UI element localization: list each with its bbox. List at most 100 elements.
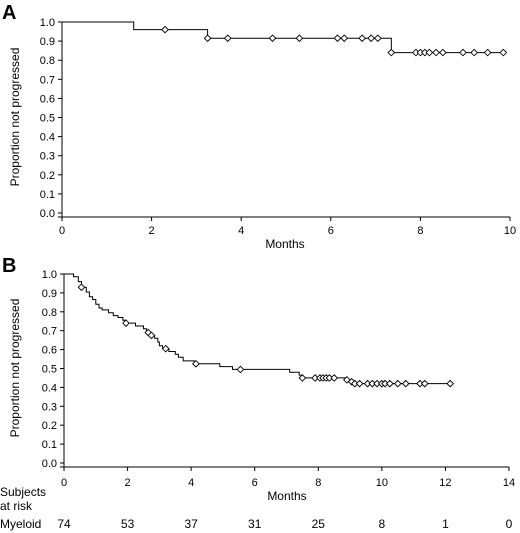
censor-mark xyxy=(355,379,364,388)
km-step-line xyxy=(62,21,504,54)
y-tick-label: 0.7 xyxy=(42,326,57,338)
censor-mark xyxy=(295,34,304,43)
censor-mark xyxy=(333,34,342,43)
panel-b-censor-marks xyxy=(77,283,455,388)
risk-count: 0 xyxy=(506,517,513,531)
censor-mark xyxy=(192,359,200,368)
censor-mark xyxy=(161,25,169,34)
panel-a-x-axis-label: Months xyxy=(265,237,304,251)
censor-mark xyxy=(374,34,382,43)
panel-a-censor-marks xyxy=(161,25,508,57)
censor-mark xyxy=(223,34,232,43)
x-tick-label: 0 xyxy=(61,477,67,489)
x-tick-label: 10 xyxy=(504,225,516,237)
panel-a-survival-curve xyxy=(62,21,504,54)
risk-table-counts: 74 53 37 31 25 8 1 0 xyxy=(57,517,512,531)
panel-b-x-axis-label: Months xyxy=(267,489,306,503)
y-tick-label: 0.5 xyxy=(42,364,57,376)
y-tick-label: 0.7 xyxy=(40,74,55,86)
x-tick-label: 14 xyxy=(503,477,515,489)
y-tick-label: 0.8 xyxy=(42,307,57,319)
x-tick-label: 6 xyxy=(328,225,334,237)
y-tick-label: 0.8 xyxy=(40,55,55,67)
x-tick-label: 4 xyxy=(188,477,194,489)
censor-mark xyxy=(425,48,434,57)
censor-mark xyxy=(432,48,440,57)
risk-count: 1 xyxy=(442,517,449,531)
y-tick-label: 1.0 xyxy=(42,269,57,281)
km-step-line xyxy=(64,273,449,385)
x-tick-label: 2 xyxy=(149,225,155,237)
y-tick-label: 0.9 xyxy=(40,36,55,48)
panel-b-tick-labels: 0.0 0.1 0.2 0.3 0.4 0.5 0.6 0.7 0.8 0.9 1.0 0 2 4 6 8 10… xyxy=(42,269,515,489)
panel-a: A 0.0 0.1 0.2 0.3 0.4 0.5 0.6 0.7 0.8 0.9 1.0 0 2 4 6 8… xyxy=(2,2,516,251)
risk-count: 31 xyxy=(248,517,262,531)
y-tick-label: 0.9 xyxy=(42,288,57,300)
risk-count: 8 xyxy=(379,517,386,531)
panel-b-letter: B xyxy=(2,255,16,277)
risk-count: 37 xyxy=(184,517,198,531)
risk-table-header-line-2: at risk xyxy=(0,499,33,513)
censor-mark xyxy=(236,365,245,374)
y-tick-label: 0.4 xyxy=(42,382,57,394)
y-tick-label: 0.6 xyxy=(42,345,57,357)
x-tick-label: 12 xyxy=(439,477,451,489)
y-tick-label: 0.5 xyxy=(40,113,55,125)
panel-b-y-axis-label: Proportion not progressed xyxy=(8,299,22,438)
censor-mark xyxy=(483,48,492,57)
panel-a-axes xyxy=(58,21,511,221)
panel-b: B 0.0 0.1 0.2 0.3 0.4 0.5 0.6 0.7 0.8 0.9 1.0 0 2 4 6 8… xyxy=(2,255,515,503)
x-tick-label: 10 xyxy=(376,477,388,489)
y-tick-label: 0.3 xyxy=(42,401,57,413)
x-tick-label: 2 xyxy=(125,477,131,489)
risk-count: 53 xyxy=(121,517,135,531)
censor-mark xyxy=(77,283,86,292)
risk-count: 25 xyxy=(312,517,326,531)
censor-mark xyxy=(420,379,429,388)
censor-mark xyxy=(459,48,467,57)
censor-mark xyxy=(470,48,478,57)
censor-mark xyxy=(330,374,339,382)
x-tick-label: 6 xyxy=(252,477,258,489)
censor-mark xyxy=(393,379,402,388)
y-tick-label: 0.2 xyxy=(42,420,57,432)
censor-mark xyxy=(358,34,366,43)
x-tick-label: 0 xyxy=(59,225,65,237)
y-tick-label: 0.3 xyxy=(40,151,55,163)
panel-b-survival-curve xyxy=(64,273,449,385)
y-tick-label: 0.4 xyxy=(40,132,55,144)
censor-mark xyxy=(161,344,170,353)
x-tick-label: 8 xyxy=(315,477,321,489)
y-tick-label: 0.1 xyxy=(40,189,55,201)
risk-table-row-label: Myeloid xyxy=(0,517,41,531)
censor-mark xyxy=(387,48,396,57)
y-tick-label: 0.6 xyxy=(40,93,55,105)
y-tick-label: 0.1 xyxy=(42,439,57,451)
censor-mark xyxy=(122,319,130,327)
panel-a-tick-labels: 0.0 0.1 0.2 0.3 0.4 0.5 0.6 0.7 0.8 0.9 1.0 0 2 4 6 8 10 xyxy=(40,17,516,237)
y-tick-label: 0.0 xyxy=(40,208,55,220)
panel-b-axes xyxy=(60,273,510,471)
censor-mark xyxy=(499,48,508,57)
censor-mark xyxy=(446,379,455,388)
censor-mark xyxy=(385,379,394,388)
censor-mark xyxy=(203,34,212,43)
censor-mark xyxy=(147,331,156,340)
x-tick-label: 4 xyxy=(238,225,244,237)
censor-mark xyxy=(268,34,277,43)
censor-mark xyxy=(401,379,410,388)
risk-count: 74 xyxy=(57,517,71,531)
risk-table: Subjects at risk Myeloid 74 53 37 31 25 8 1 0 xyxy=(0,485,513,531)
x-tick-label: 8 xyxy=(417,225,423,237)
censor-mark xyxy=(340,34,349,43)
panel-a-y-axis-label: Proportion not progressed xyxy=(8,48,22,187)
panel-a-letter: A xyxy=(2,2,16,24)
risk-table-header-line-1: Subjects xyxy=(0,485,46,499)
y-tick-label: 1.0 xyxy=(40,17,55,29)
y-tick-label: 0.2 xyxy=(40,170,55,182)
censor-mark xyxy=(298,374,307,382)
censor-mark xyxy=(438,48,447,57)
censor-mark xyxy=(367,34,375,43)
y-tick-label: 0.0 xyxy=(42,458,57,470)
